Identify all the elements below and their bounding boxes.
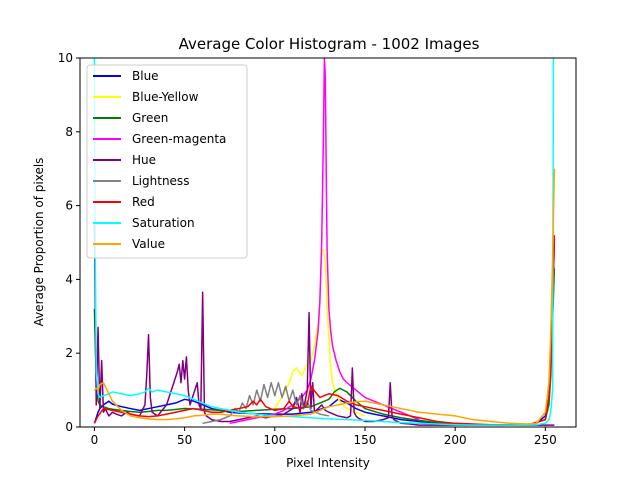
legend-label: Lightness [132, 174, 189, 188]
y-tick-label: 8 [65, 125, 73, 139]
x-axis-label: Pixel Intensity [286, 456, 370, 470]
plot-frame [79, 57, 577, 428]
legend-label: Blue [132, 69, 159, 83]
y-tick-label: 2 [65, 346, 73, 360]
y-axis: 0 2 4 6 8 10 [58, 51, 80, 434]
y-tick-label: 10 [58, 51, 73, 65]
series-line-lightness [202, 381, 330, 425]
legend-label: Green [132, 111, 168, 125]
series-line-blue [93, 238, 556, 426]
x-tick-label: 100 [263, 433, 286, 447]
legend-frame [86, 64, 248, 259]
series-line-green [93, 268, 556, 426]
y-tick-label: 4 [65, 272, 73, 286]
y-tick-label: 6 [65, 199, 73, 213]
series-layer [93, 58, 556, 426]
y-axis-label: Average Proportion of pixels [32, 158, 46, 327]
x-tick-label: 200 [444, 433, 467, 447]
x-axis: 0 50 100 150 200 250 [91, 427, 557, 447]
chart-title: Average Color Histogram - 1002 Images [179, 35, 480, 53]
series-line-red [93, 235, 556, 426]
legend-label: Value [132, 237, 165, 251]
plot-area [79, 57, 577, 428]
series-line-green-magenta [229, 58, 420, 425]
x-tick-label: 250 [534, 433, 557, 447]
x-tick-label: 150 [354, 433, 377, 447]
legend-label: Green-magenta [132, 132, 226, 146]
x-tick-label: 50 [177, 433, 192, 447]
series-line-saturation [93, 58, 555, 426]
x-tick-label: 0 [91, 433, 99, 447]
legend: Blue Blue-Yellow Green Green-magenta Hue Ligh… [86, 64, 248, 259]
legend-label: Red [132, 195, 155, 209]
legend-label: Saturation [132, 216, 195, 230]
legend-label: Blue-Yellow [132, 90, 199, 104]
y-tick-label: 0 [65, 420, 73, 434]
series-line-value [93, 168, 556, 425]
legend-label: Hue [132, 153, 156, 167]
